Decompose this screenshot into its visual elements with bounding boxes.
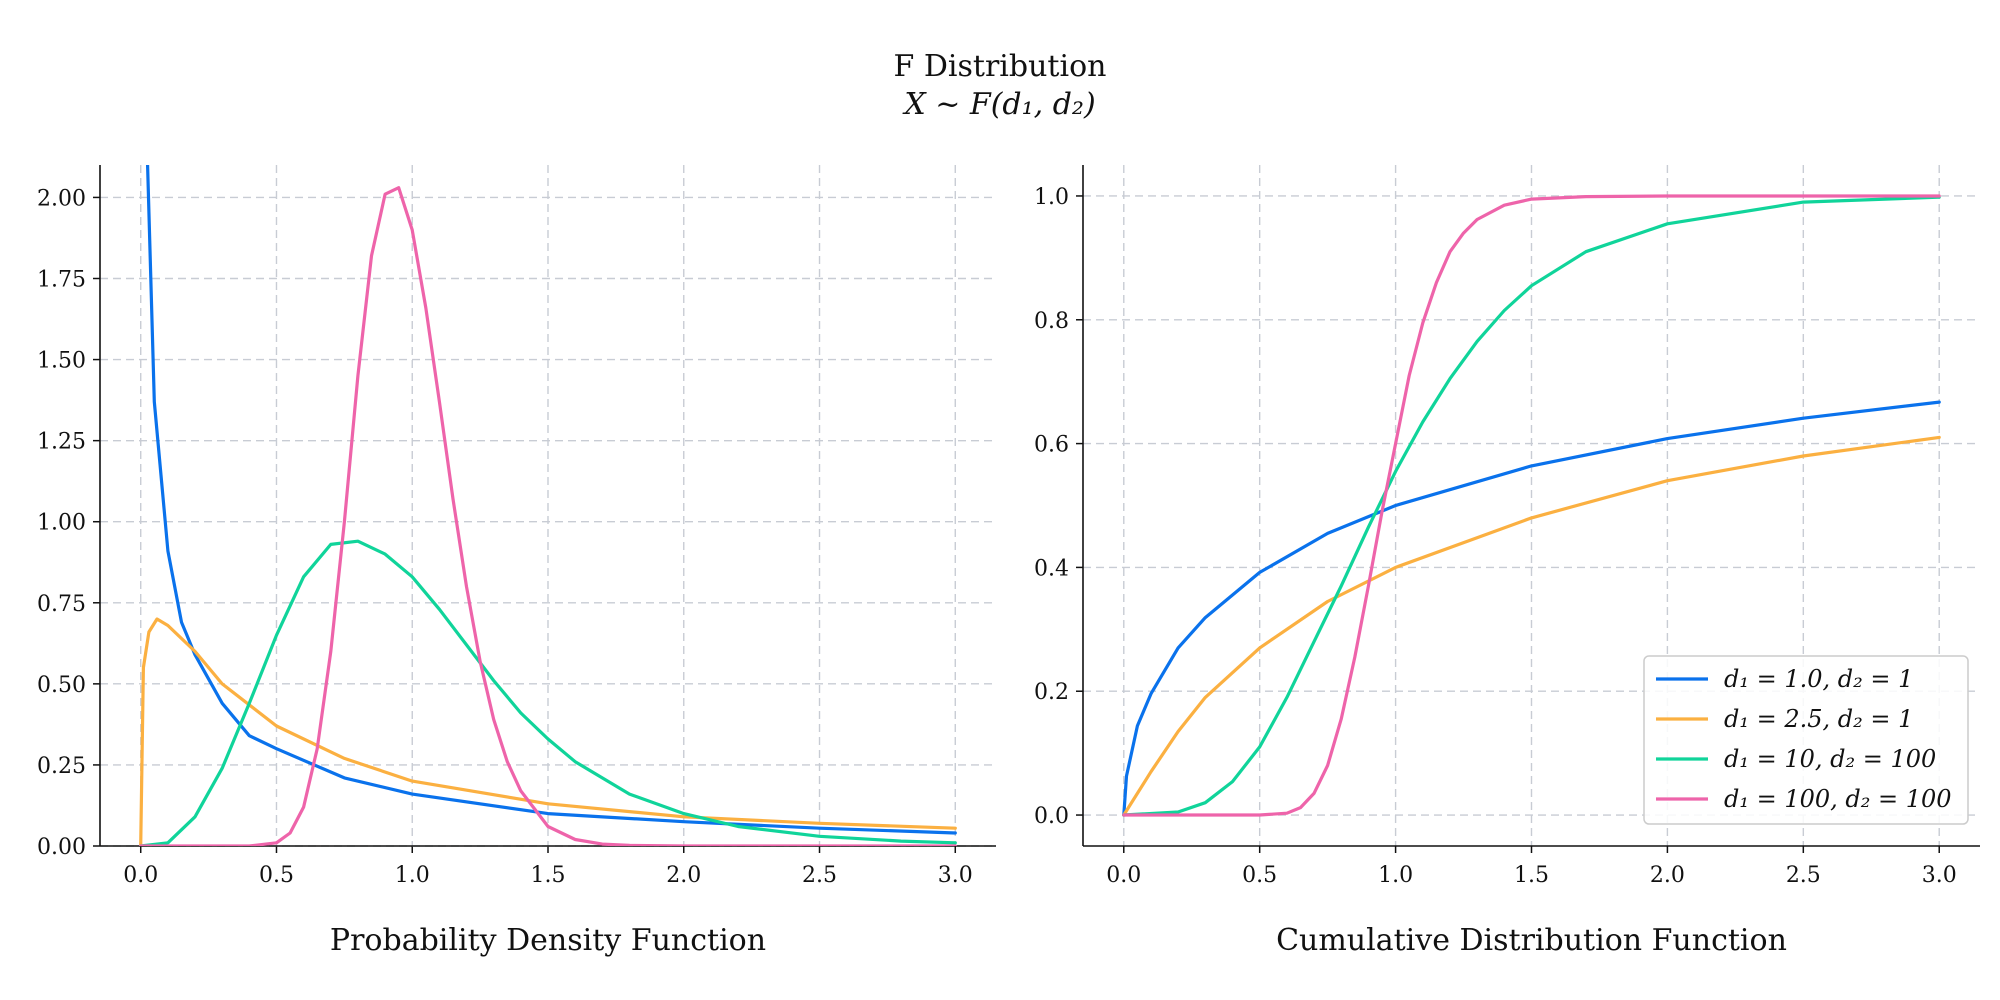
- series-line-1: [145, 165, 957, 835]
- cdf-panel: 0.0 0.5 1.0 1.5 2.0 2.5 3.0 0.0 0.2 0.4 0.6 0.8 1.0 C…: [1034, 165, 1980, 958]
- series-line-3: [1122, 195, 1941, 817]
- y-tick-label: 1.50: [37, 349, 86, 374]
- y-tick-label: 0.6: [1034, 433, 1069, 458]
- x-tick-label: 2.0: [1650, 863, 1685, 888]
- y-tick-label: 0.00: [37, 835, 86, 860]
- y-tick-label: 1.00: [37, 511, 86, 536]
- figure-title: F Distribution: [893, 49, 1107, 84]
- x-tick-label: 2.5: [802, 863, 837, 888]
- legend-box: [1643, 655, 1969, 825]
- x-tick-label: 0.5: [1242, 863, 1277, 888]
- y-tick-label: 1.25: [37, 430, 86, 455]
- y-tick-label: 0.25: [37, 754, 86, 779]
- series-lines: [1122, 194, 1941, 817]
- pdf-panel: 0.0 0.5 1.0 1.5 2.0 2.5 3.0 0.00 0.25 0.50 0.75 1.0…: [37, 165, 996, 958]
- series-lines: [139, 165, 957, 846]
- x-tick-label: 3.0: [938, 863, 973, 888]
- y-tick-label: 0.75: [37, 592, 86, 617]
- x-tick-label: 1.5: [1514, 863, 1549, 888]
- x-tick-label: 3.0: [1922, 863, 1957, 888]
- legend: d₁ = 1.0, d₂ = 1 d₁ = 2.5, d₂ = 1 d₁ = 10,…: [1643, 655, 1969, 825]
- figure-titles: F Distribution X ~ F(d₁, d₂): [0, 48, 2000, 124]
- series-line-3: [139, 539, 957, 846]
- y-tick-label: 0.2: [1034, 680, 1069, 705]
- legend-label-1: d₁ = 1.0, d₂ = 1: [1724, 665, 1913, 693]
- x-tick-label: 0.5: [259, 863, 294, 888]
- x-tick-label: 2.0: [666, 863, 701, 888]
- y-tick-label: 0.4: [1034, 556, 1069, 581]
- x-tick-label: 2.5: [1786, 863, 1821, 888]
- x-tick-label: 0.0: [123, 863, 158, 888]
- panel-title: Probability Density Function: [330, 923, 766, 958]
- y-tick-label: 0.0: [1034, 804, 1069, 829]
- legend-label-2: d₁ = 2.5, d₂ = 1: [1724, 705, 1913, 733]
- series-line-2: [1122, 435, 1941, 817]
- legend-label-4: d₁ = 100, d₂ = 100: [1724, 785, 1952, 813]
- x-tick-label: 1.0: [1378, 863, 1413, 888]
- y-tick-label: 1.0: [1034, 185, 1069, 210]
- series-line-1: [1122, 400, 1941, 817]
- y-tick-label: 0.8: [1034, 309, 1069, 334]
- panel-title: Cumulative Distribution Function: [1276, 923, 1787, 958]
- legend-label-3: d₁ = 10, d₂ = 100: [1724, 745, 1936, 773]
- series-line-4: [1122, 194, 1941, 817]
- series-line-4: [139, 186, 957, 846]
- x-tick-label: 1.5: [531, 863, 566, 888]
- x-tick-label: 1.0: [395, 863, 430, 888]
- x-tick-label: 0.0: [1106, 863, 1141, 888]
- y-tick-label: 1.75: [37, 268, 86, 293]
- y-tick-label: 0.50: [37, 673, 86, 698]
- y-tick-label: 2.00: [37, 186, 86, 211]
- figure-subtitle: X ~ F(d₁, d₂): [904, 87, 1096, 122]
